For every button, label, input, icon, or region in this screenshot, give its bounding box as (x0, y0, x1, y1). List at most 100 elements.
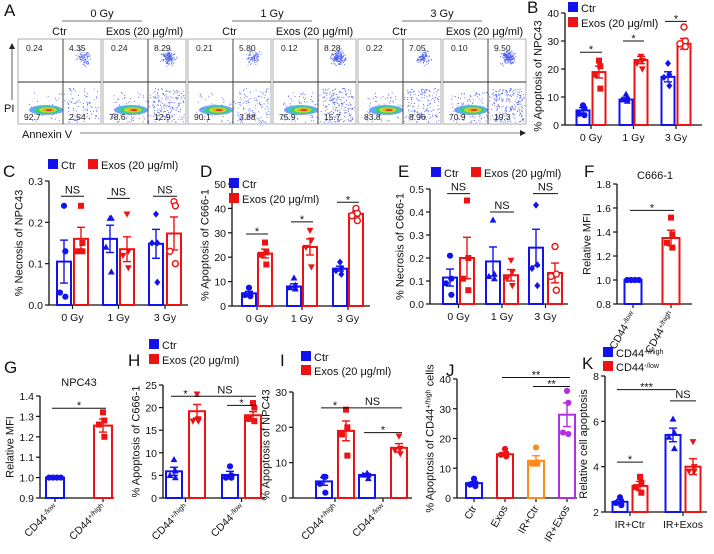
event-dot (250, 58, 252, 60)
bar-group (528, 201, 544, 305)
event-dot (338, 49, 340, 51)
event-dot (507, 59, 509, 61)
event-dot (257, 58, 259, 60)
event-dot (90, 106, 92, 108)
event-dot (340, 57, 342, 59)
data-point-square (637, 473, 643, 480)
event-dot (488, 112, 490, 114)
event-dot (428, 113, 430, 115)
event-dot (237, 107, 239, 109)
event-dot (331, 111, 333, 112)
event-dot (337, 97, 339, 99)
event-dot (26, 119, 28, 120)
y-axis-label: Relative MFI (581, 213, 593, 275)
event-dot (251, 59, 253, 61)
event-dot (497, 115, 499, 116)
bar-group (241, 284, 257, 308)
event-dot (421, 89, 423, 91)
event-dot (418, 105, 420, 107)
event-dot (495, 90, 497, 92)
event-dot (249, 97, 251, 99)
event-dot (416, 98, 417, 100)
event-dot (291, 114, 293, 116)
data-point-square (263, 261, 270, 268)
event-dot (149, 115, 151, 117)
quadrant-lower-right: 12.9 (154, 112, 171, 122)
event-dot (475, 93, 477, 95)
legend-swatch (301, 365, 311, 375)
event-dot (512, 91, 514, 93)
event-dot (168, 103, 170, 105)
event-dot (222, 97, 224, 99)
event-dot (338, 57, 340, 59)
event-dot (80, 52, 82, 54)
event-dot (504, 60, 506, 62)
event-dot (171, 116, 173, 118)
significance-label: NS (217, 384, 232, 396)
event-dot (179, 111, 181, 113)
significance-label: * (333, 400, 338, 412)
quadrant-lower-left: 83.8 (364, 112, 381, 122)
event-dot (326, 118, 328, 120)
legend-item: Ctr (48, 159, 76, 172)
event-dot (421, 56, 422, 58)
significance-label: NS (365, 396, 380, 408)
legend-item: Exos (20 μg/ml) (471, 167, 561, 180)
text-part: % Apoptosis of NPC43 (532, 20, 544, 131)
event-dot (506, 98, 508, 100)
data-point-diamond (665, 59, 671, 67)
event-dot (156, 109, 158, 111)
event-dot (330, 56, 331, 58)
event-dot (395, 96, 397, 98)
event-dot (88, 52, 90, 54)
event-dot (325, 105, 327, 107)
y-tick-label: 1.1 (19, 452, 34, 464)
event-dot (509, 91, 511, 93)
event-dot (338, 62, 340, 64)
event-dot (512, 56, 514, 58)
y-tick-label: 20 (145, 403, 157, 415)
event-dot (339, 56, 341, 58)
event-dot (344, 111, 346, 113)
bar (257, 252, 273, 307)
bar-group (631, 473, 649, 513)
event-dot (131, 117, 133, 119)
y-tick-label: 0.5 (409, 184, 424, 196)
event-dot (335, 108, 337, 110)
data-point-triangle-down (503, 276, 511, 283)
panel-letter: C (3, 162, 15, 181)
event-dot (421, 58, 423, 60)
event-dot (166, 62, 168, 64)
event-dot (83, 52, 85, 54)
event-dot (511, 58, 513, 60)
event-dot (351, 95, 353, 97)
event-dot (424, 51, 426, 53)
event-dot (425, 55, 426, 57)
event-dot (505, 110, 507, 111)
event-dot (258, 53, 260, 55)
event-dot (347, 108, 349, 110)
superscript: -/low (621, 309, 635, 326)
event-dot (436, 115, 438, 117)
data-point-square (465, 287, 472, 294)
event-dot (334, 60, 336, 62)
event-dot (520, 120, 521, 122)
bar-group (459, 197, 475, 305)
event-dot (389, 100, 391, 102)
bar-group (465, 475, 483, 499)
data-point-open-circle (551, 242, 559, 251)
event-dot (223, 99, 225, 101)
event-dot (87, 105, 89, 107)
event-dot (255, 58, 257, 60)
event-dot (287, 117, 289, 119)
event-dot (510, 59, 512, 61)
event-dot (335, 59, 337, 61)
event-dot (345, 95, 347, 97)
quadrant-lower-right: 3.88 (239, 112, 256, 122)
event-dot (509, 101, 511, 103)
event-dot (514, 93, 516, 95)
event-dot (413, 114, 415, 116)
legend-item: Exos (20 μg/ml) (229, 193, 319, 206)
y-tick-label: 0.1 (409, 276, 424, 288)
